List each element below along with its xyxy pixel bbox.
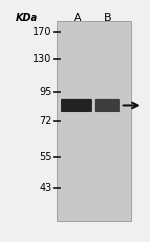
FancyBboxPatch shape xyxy=(57,21,131,221)
Text: A: A xyxy=(74,13,82,23)
Text: 170: 170 xyxy=(33,28,51,38)
Text: 72: 72 xyxy=(39,116,51,126)
Text: 43: 43 xyxy=(39,183,51,193)
Text: 95: 95 xyxy=(39,87,51,97)
Text: KDa: KDa xyxy=(16,13,38,23)
Text: 55: 55 xyxy=(39,152,51,162)
Text: 130: 130 xyxy=(33,54,51,64)
Text: B: B xyxy=(104,13,111,23)
FancyBboxPatch shape xyxy=(61,99,92,112)
FancyBboxPatch shape xyxy=(95,99,120,112)
